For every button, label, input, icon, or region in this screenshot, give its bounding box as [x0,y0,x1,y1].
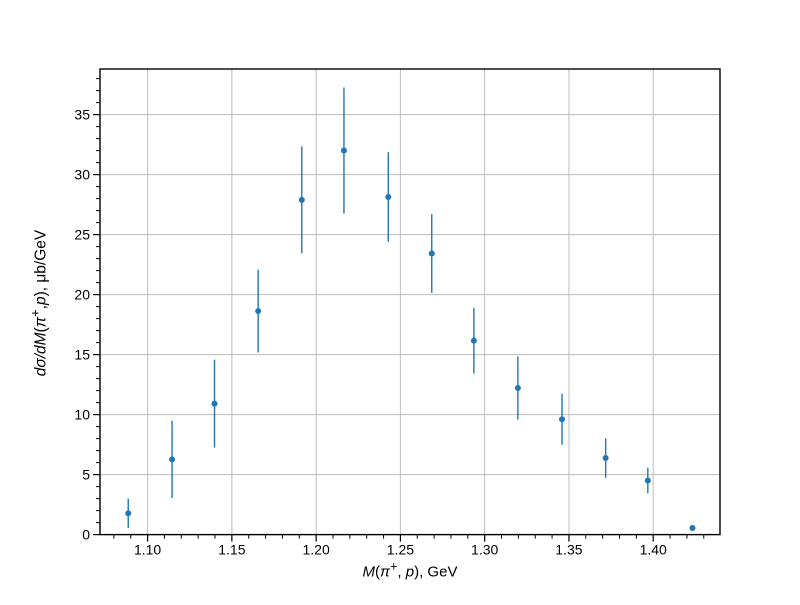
svg-text:1.10: 1.10 [134,542,161,558]
svg-text:1.25: 1.25 [387,542,414,558]
svg-text:1.40: 1.40 [640,542,667,558]
svg-text:30: 30 [74,167,90,183]
svg-text:15: 15 [74,347,90,363]
svg-text:1.20: 1.20 [303,542,330,558]
svg-text:0: 0 [82,527,90,543]
svg-text:5: 5 [82,467,90,483]
svg-text:1.15: 1.15 [218,542,245,558]
svg-text:35: 35 [74,107,90,123]
svg-text:1.35: 1.35 [555,542,582,558]
svg-text:10: 10 [74,407,90,423]
svg-text:1.30: 1.30 [471,542,498,558]
svg-text:25: 25 [74,227,90,243]
svg-text:20: 20 [74,287,90,303]
